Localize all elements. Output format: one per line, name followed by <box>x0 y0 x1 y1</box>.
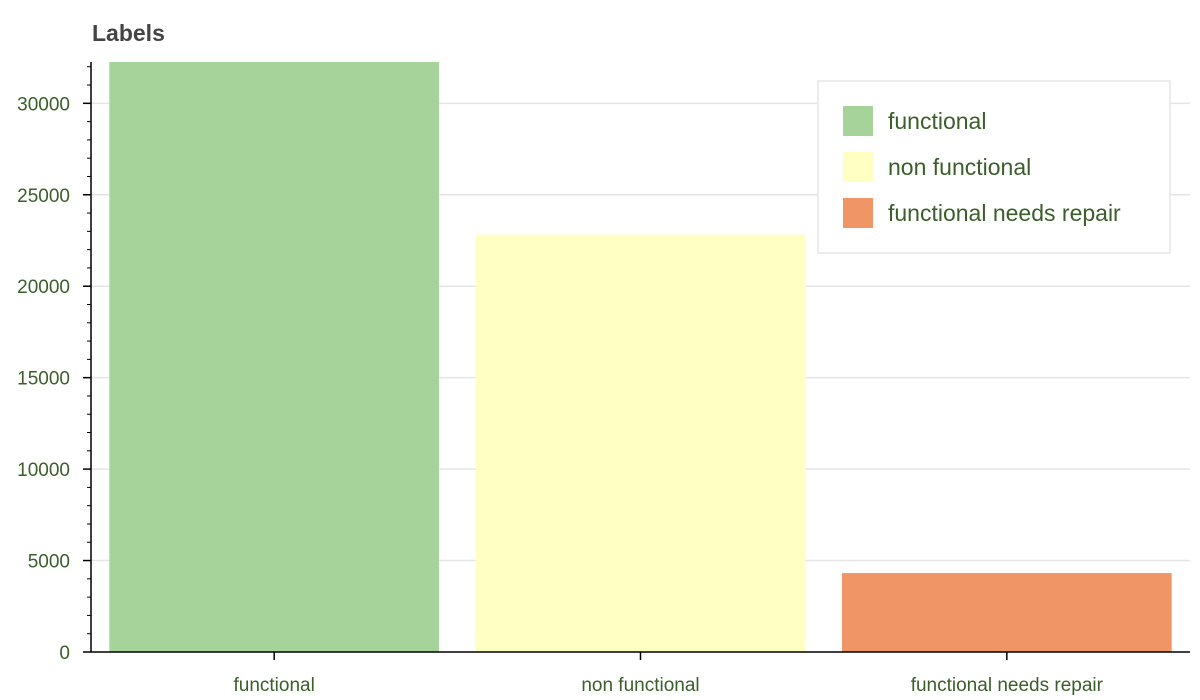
legend-label: functional <box>888 108 986 134</box>
y-tick-label: 5000 <box>28 552 70 573</box>
y-tick-label: 15000 <box>17 369 70 390</box>
x-axis: functional non functional functional needs… <box>91 651 1190 696</box>
y-tick-label: 30000 <box>17 94 70 115</box>
bar-3 <box>841 573 1172 652</box>
bars <box>109 62 1172 652</box>
y-tick-label: 25000 <box>17 186 70 207</box>
x-tick-label: functional needs repair <box>911 675 1104 696</box>
chart-title: Labels <box>92 20 165 46</box>
x-tick-label: non functional <box>581 675 699 696</box>
legend-swatch <box>843 152 873 182</box>
legend-swatch <box>843 106 873 136</box>
bar-2 <box>475 234 806 652</box>
y-axis: 0 5000 10000 15000 20000 25000 30000 <box>17 62 92 664</box>
legend-swatch <box>843 198 873 228</box>
y-tick-label: 10000 <box>17 460 70 481</box>
y-tick-label: 20000 <box>17 277 70 298</box>
legend-label: non functional <box>888 154 1031 180</box>
legend-label: functional needs repair <box>888 200 1121 226</box>
x-tick-label: functional <box>233 675 314 696</box>
bar-1 <box>109 62 440 652</box>
legend-box <box>817 80 1171 254</box>
legend: functional non functional functional needs… <box>817 80 1171 254</box>
y-tick-label: 0 <box>59 643 70 664</box>
